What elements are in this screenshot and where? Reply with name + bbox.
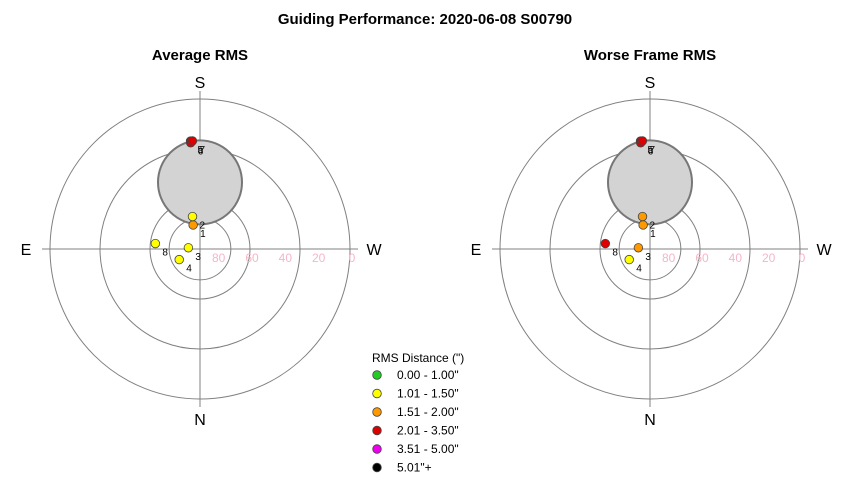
moon-disc [607,139,693,226]
altitude-tick-label: 0 [349,251,356,265]
direction-label-south: S [645,75,656,92]
legend-marker [372,462,382,473]
altitude-tick-label: 60 [245,251,259,265]
point-label: 3 [645,252,651,263]
data-point [183,243,194,253]
legend-label: 5.01"+ [397,461,432,475]
legend-label: 2.01 - 3.50" [397,424,459,438]
legend-marker [372,388,382,399]
legend-label: 0.00 - 1.00" [397,368,459,382]
point-label: 5 [198,145,204,156]
legend-label: 1.51 - 2.00" [397,405,459,419]
altitude-tick-label: 40 [729,251,743,265]
point-label: 7 [199,145,205,156]
data-point [637,136,648,146]
altitude-tick-label: 20 [762,251,776,265]
legend-marker [372,425,382,436]
data-point [188,220,198,230]
chart-title: Worse Frame RMS [584,47,716,64]
chart-title: Average RMS [152,47,248,64]
data-point [187,136,198,146]
legend-label: 3.51 - 5.00" [397,442,459,456]
point-label: 5 [648,145,654,156]
direction-label-east: E [471,242,482,259]
altitude-tick-label: 0 [799,251,806,265]
point-label: 8 [162,248,168,259]
legend-label: 1.01 - 1.50" [397,387,459,401]
point-label: 1 [650,229,656,240]
point-label: 1 [200,229,206,240]
point-label: 4 [186,264,192,275]
direction-label-north: N [644,412,656,429]
direction-label-west: W [366,242,382,259]
altitude-tick-label: 80 [212,251,226,265]
direction-label-west: W [816,242,832,259]
data-point [638,220,648,230]
legend-marker [372,444,382,454]
legend: RMS Distance (") 0.00 - 1.00" 1.01 - 1.50"… [372,351,464,475]
altitude-tick-label: 40 [279,251,293,265]
point-label: 8 [612,248,618,259]
point-label: 6 [198,147,204,158]
point-label: 3 [195,252,201,263]
figure-title: Guiding Performance: 2020-06-08 S00790 [278,11,572,28]
altitude-tick-label: 60 [695,251,709,265]
altitude-tick-label: 80 [662,251,676,265]
point-label: 4 [636,264,642,275]
point-label: 2 [650,221,656,232]
data-point [624,254,634,265]
point-label: 6 [648,147,654,158]
legend-marker [372,407,382,417]
altitude-tick-label: 20 [312,251,326,265]
data-point [150,238,161,249]
point-label: 2 [200,221,206,232]
point-label: 7 [649,145,655,156]
direction-label-east: E [21,242,32,259]
legend-marker [372,370,382,380]
data-point [174,254,184,265]
polar-chart-1: Average RMS S N E W 80 60 40 20 0 12 34 567 8 [21,47,383,429]
polar-chart-2: Worse Frame RMS S N E W 80 60 40 20 0 12 34 567 8 [471,47,833,429]
data-point [633,243,644,253]
moon-disc [157,139,243,226]
direction-label-north: N [194,412,206,429]
direction-label-south: S [195,75,206,92]
data-point [637,211,648,222]
legend-title: RMS Distance (") [372,351,464,365]
data-point [187,211,198,222]
data-point [600,238,611,249]
